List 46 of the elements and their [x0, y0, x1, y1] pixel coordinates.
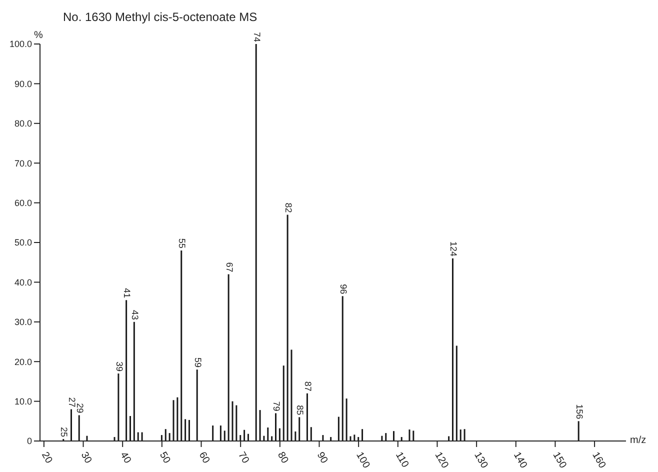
y-tick-label: 70.0 [14, 158, 32, 168]
x-tick-label: 60 [196, 450, 212, 466]
annotation: 55 [177, 238, 188, 248]
annotation: 124 [448, 241, 459, 256]
x-tick-label: 20 [39, 450, 54, 466]
y-tick-label: 50.0 [14, 238, 32, 248]
annotation: 79 [272, 401, 282, 412]
x-axis-title: m/z [630, 435, 646, 446]
x-tick-label: 30 [78, 450, 94, 466]
annotation: 67 [224, 262, 234, 272]
x-tick-label: 70 [236, 450, 251, 466]
x-tick-label: 110 [393, 450, 411, 470]
annotation: 82 [283, 202, 294, 213]
y-tick-label: 30.0 [14, 317, 32, 328]
x-tick-label: 100 [354, 450, 372, 471]
annotation: 25 [59, 427, 70, 438]
annotation: 39 [114, 361, 124, 372]
annotation: 156 [574, 404, 584, 420]
annotation: 41 [122, 288, 132, 298]
x-tick-label: 160 [590, 450, 608, 471]
y-axis-title: % [34, 30, 43, 41]
annotation: 87 [303, 381, 314, 392]
x-tick-label: 40 [118, 450, 134, 466]
y-tick-label: 100.0 [9, 39, 32, 50]
annotation: 85 [295, 405, 306, 416]
y-tick-label: 90.0 [14, 78, 32, 89]
x-tick-label: 130 [472, 450, 490, 471]
y-tick-label: 80.0 [14, 118, 32, 129]
y-tick-label: 10.0 [14, 396, 32, 406]
annotation: 96 [338, 284, 348, 294]
y-tick-label: 40.0 [14, 277, 32, 288]
annotation: 74 [252, 32, 262, 42]
y-tick-label: 0 [26, 436, 32, 446]
y-tick-label: 20.0 [14, 356, 32, 367]
x-tick-label: 140 [510, 450, 530, 471]
y-tick-label: 60.0 [14, 198, 32, 208]
x-tick-label: 120 [432, 450, 450, 471]
annotation: 43 [130, 310, 140, 320]
chart-title: No. 1630 Methyl cis-5-octenoate MS [63, 10, 258, 24]
annotation: 27 [67, 397, 78, 408]
x-tick-label: 50 [157, 450, 172, 466]
x-tick-label: 90 [314, 450, 330, 466]
x-tick-label: 150 [550, 450, 568, 471]
annotation: 59 [192, 358, 203, 368]
x-tick-label: 80 [275, 450, 290, 466]
annotation: 29 [74, 403, 85, 414]
